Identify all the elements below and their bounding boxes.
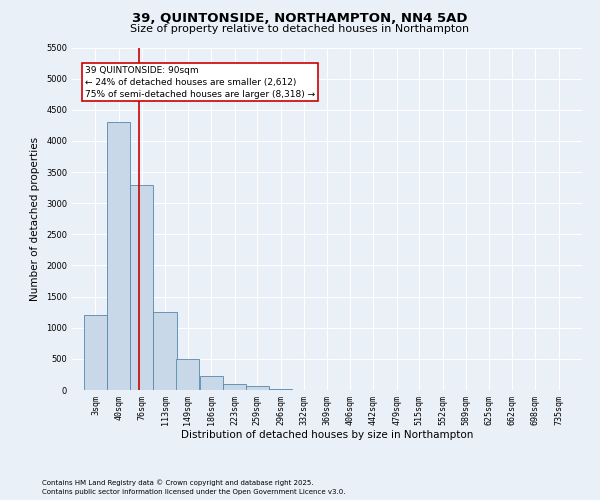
Bar xyxy=(84,316,107,390)
Text: 39, QUINTONSIDE, NORTHAMPTON, NN4 5AD: 39, QUINTONSIDE, NORTHAMPTON, NN4 5AD xyxy=(132,12,468,26)
Bar xyxy=(223,384,246,390)
Bar xyxy=(200,376,223,390)
Text: 39 QUINTONSIDE: 90sqm
← 24% of detached houses are smaller (2,612)
75% of semi-d: 39 QUINTONSIDE: 90sqm ← 24% of detached … xyxy=(85,66,315,99)
Text: Contains public sector information licensed under the Open Government Licence v3: Contains public sector information licen… xyxy=(42,489,346,495)
Bar xyxy=(246,386,269,390)
Text: Size of property relative to detached houses in Northampton: Size of property relative to detached ho… xyxy=(130,24,470,34)
X-axis label: Distribution of detached houses by size in Northampton: Distribution of detached houses by size … xyxy=(181,430,473,440)
Bar xyxy=(154,312,176,390)
Bar xyxy=(130,184,153,390)
Bar xyxy=(176,359,199,390)
Y-axis label: Number of detached properties: Number of detached properties xyxy=(31,136,40,301)
Text: Contains HM Land Registry data © Crown copyright and database right 2025.: Contains HM Land Registry data © Crown c… xyxy=(42,480,314,486)
Bar xyxy=(107,122,130,390)
